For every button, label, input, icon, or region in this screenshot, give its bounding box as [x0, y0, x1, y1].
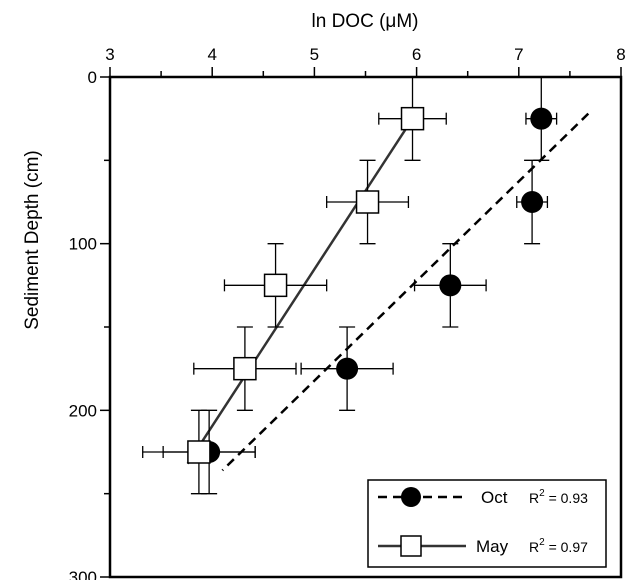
point-may-3	[233, 356, 257, 381]
fit-line-oct	[221, 112, 590, 472]
point-oct-3	[336, 357, 359, 380]
error-bars	[142, 76, 558, 495]
x-tick-label-0: 3	[105, 45, 114, 64]
x-tick-label-1: 4	[207, 45, 216, 64]
x-tick-label-5: 8	[616, 45, 625, 64]
data-markers	[187, 106, 553, 464]
legend-oct-r2: R2 = 0.93	[529, 488, 588, 506]
fit-line-may	[186, 117, 414, 465]
legend-oct-r2-exp: 2	[539, 488, 545, 499]
point-oct-1	[521, 191, 544, 213]
y-tick-label-2: 200	[69, 401, 97, 420]
x-tick-label-4: 7	[514, 45, 523, 64]
x-axis-title: ln DOC (μM)	[312, 11, 419, 32]
x-tick-label-3: 6	[412, 45, 421, 64]
legend-oct-marker	[401, 487, 421, 507]
point-may-1	[355, 190, 380, 214]
legend-may-r2-label: R	[529, 539, 539, 555]
legend-may-marker	[400, 535, 422, 557]
point-oct-0	[530, 107, 553, 130]
fit-lines	[186, 112, 590, 472]
y-axis-title: Sediment Depth (cm)	[22, 150, 43, 330]
point-oct-2	[439, 274, 462, 297]
legend-oct-r2-label: R	[529, 490, 539, 506]
legend-oct-r2-value: = 0.93	[545, 490, 588, 506]
legend-may-r2-exp: 2	[539, 537, 545, 548]
legend: Oct R2 = 0.93 May R2 = 0.97	[367, 479, 607, 568]
point-may-4	[187, 440, 211, 464]
legend-oct-label: Oct	[481, 488, 508, 507]
y-tick-label-1: 100	[69, 235, 97, 254]
y-tick-label-3: 300	[69, 568, 97, 580]
y-tick-label-0: 0	[88, 68, 97, 87]
x-tick-label-2: 5	[310, 45, 319, 64]
point-may-0	[400, 106, 425, 131]
legend-may-label: May	[476, 537, 509, 556]
legend-may-r2: R2 = 0.97	[529, 537, 588, 555]
axis-ticks: 3 4 5 6 7 8 0 100 200 300	[69, 45, 626, 580]
legend-may-r2-value: = 0.97	[545, 539, 588, 555]
point-may-2	[263, 273, 288, 298]
